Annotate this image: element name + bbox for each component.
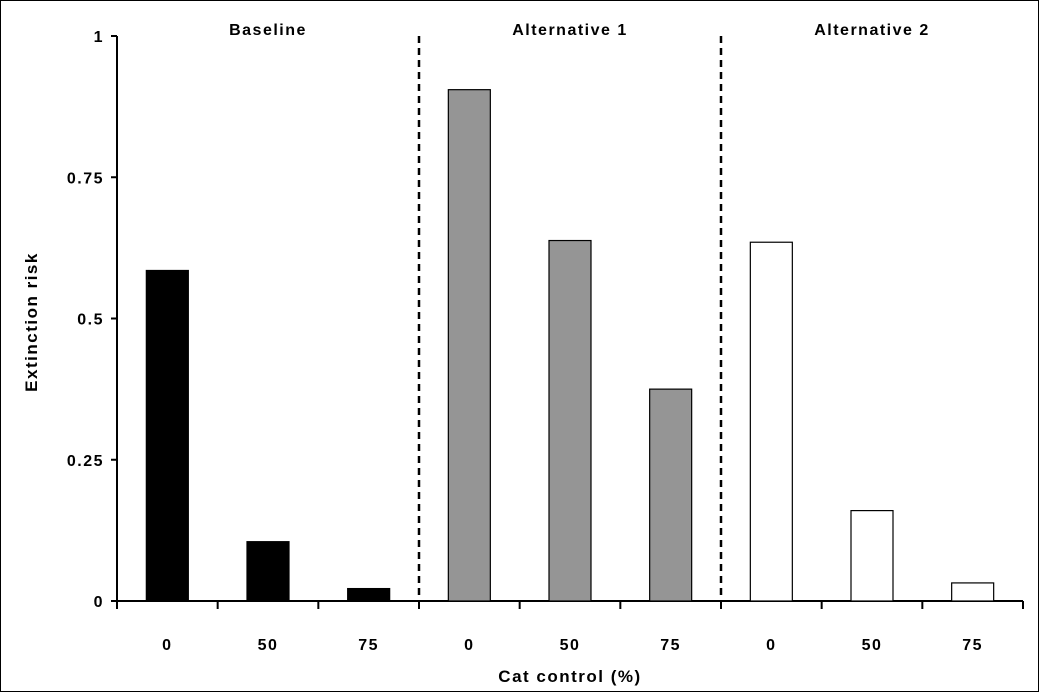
y-tick-label: 0 [94, 594, 104, 611]
x-tick-label: 50 [862, 637, 883, 654]
group-label: Baseline [229, 22, 307, 39]
x-tick-label: 0 [766, 637, 776, 654]
x-tick-label: 0 [162, 637, 172, 654]
x-tick-label: 75 [962, 637, 983, 654]
x-tick-label: 0 [464, 637, 474, 654]
y-tick-label: 0.25 [67, 453, 104, 470]
x-tick-label: 75 [660, 637, 681, 654]
bar [145, 269, 189, 602]
bar [749, 241, 793, 602]
x-tick-label: 50 [560, 637, 581, 654]
group-labels: 0 50 75 Baseline 0 50 75 Alternative 1 0 50 75 Alte… [162, 22, 983, 654]
group-dividers [417, 36, 723, 601]
x-tick-label: 75 [358, 637, 379, 654]
x-ticks [116, 601, 1024, 609]
bar [246, 541, 290, 602]
bar [850, 510, 894, 602]
y-tick-label: 0.75 [67, 170, 104, 187]
bar [649, 388, 693, 602]
bar [347, 587, 391, 602]
group-label: Alternative 2 [814, 22, 930, 39]
x-axis-label: Cat control (%) [498, 667, 641, 686]
bar [951, 582, 995, 602]
y-tick-label: 0.5 [77, 312, 104, 329]
y-ticks: 0 0.25 0.5 0.75 1 [67, 29, 117, 611]
group-label: Alternative 1 [512, 22, 628, 39]
bars [145, 89, 995, 602]
y-axis-label: Extinction risk [22, 252, 41, 392]
x-tick-label: 50 [258, 637, 279, 654]
y-tick-label: 1 [94, 29, 104, 46]
bar [548, 239, 592, 602]
bar [447, 89, 491, 602]
